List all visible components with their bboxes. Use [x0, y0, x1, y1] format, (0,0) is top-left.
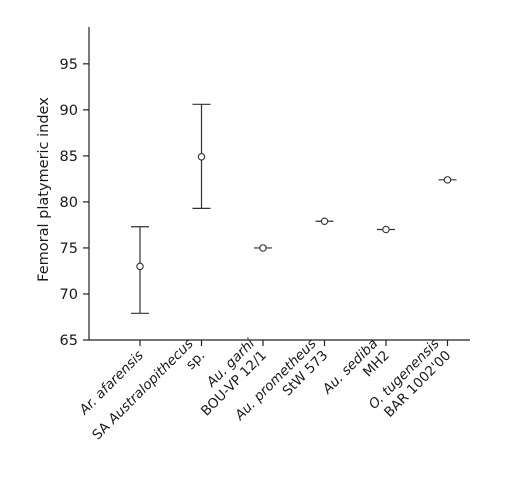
x-tick-label: Ar. afarensis	[76, 348, 147, 419]
y-tick-label: 85	[60, 149, 78, 165]
y-tick-label: 75	[60, 241, 78, 257]
data-point-group	[315, 217, 334, 225]
data-point-group	[131, 226, 149, 314]
plot-marks	[131, 103, 457, 314]
y-axis: 65 70 75 80 85 90 95	[60, 27, 90, 349]
data-point-group	[377, 225, 395, 234]
data-point	[259, 244, 267, 252]
y-tick-label: 65	[60, 333, 78, 349]
y-tick-label: 95	[60, 57, 78, 73]
y-axis-label: Femoral platymeric index	[36, 97, 52, 282]
y-tick-label: 70	[60, 287, 78, 303]
data-point	[197, 153, 206, 161]
data-point-group	[254, 244, 272, 252]
y-tick-label: 80	[60, 195, 78, 211]
data-point-group	[438, 176, 457, 184]
y-tick-label: 90	[60, 103, 78, 119]
data-point	[443, 176, 452, 184]
data-point	[382, 225, 390, 234]
data-point-group	[192, 103, 211, 209]
data-point	[320, 217, 329, 225]
data-point	[136, 262, 144, 271]
